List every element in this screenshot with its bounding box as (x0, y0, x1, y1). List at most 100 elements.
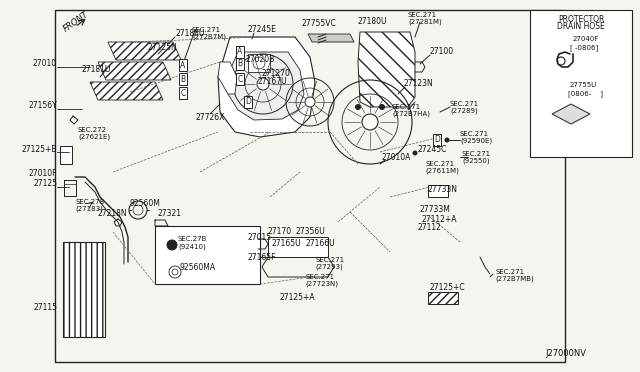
Text: D: D (245, 97, 251, 106)
Text: 27165F: 27165F (248, 253, 276, 262)
Text: (272B7MB): (272B7MB) (495, 276, 534, 282)
Text: 27166U: 27166U (305, 240, 335, 248)
Text: 27125: 27125 (33, 180, 57, 189)
Text: 27245C: 27245C (418, 145, 447, 154)
Circle shape (413, 151, 417, 155)
Text: SEC.271: SEC.271 (305, 274, 334, 280)
Text: (92410): (92410) (178, 244, 205, 250)
Text: (92550): (92550) (462, 158, 490, 164)
Text: C: C (237, 74, 243, 83)
Text: [0806-    ]: [0806- ] (568, 90, 603, 97)
Polygon shape (552, 104, 590, 124)
Circle shape (379, 104, 385, 110)
Bar (55, 10, 565, 362)
Text: 27245E: 27245E (247, 26, 276, 35)
Circle shape (355, 104, 361, 110)
Text: SEC.271: SEC.271 (460, 131, 489, 137)
Text: 27123N: 27123N (403, 80, 433, 89)
Text: 27112: 27112 (418, 224, 442, 232)
Text: SEC.271: SEC.271 (408, 12, 437, 18)
Text: 27167U: 27167U (258, 77, 287, 87)
Circle shape (257, 78, 269, 90)
Polygon shape (428, 292, 458, 304)
Polygon shape (108, 42, 181, 60)
Bar (530, 10, 632, 157)
Text: 27020B: 27020B (245, 55, 275, 64)
Text: 27755VC: 27755VC (302, 19, 337, 29)
Polygon shape (218, 37, 315, 137)
Text: D: D (434, 135, 440, 144)
Text: (272B7M): (272B7M) (192, 34, 226, 40)
Polygon shape (358, 32, 415, 107)
Text: 27125N: 27125N (148, 42, 178, 51)
Text: SEC.271: SEC.271 (392, 104, 421, 110)
Polygon shape (90, 82, 163, 100)
Text: SEC.271: SEC.271 (425, 161, 454, 167)
Text: SEC.271: SEC.271 (462, 151, 491, 157)
Text: 27125+A: 27125+A (280, 292, 316, 301)
Bar (428, 185, 448, 197)
Text: 27010: 27010 (33, 60, 57, 68)
Text: DRAIN HOSE: DRAIN HOSE (557, 22, 605, 31)
Polygon shape (218, 62, 237, 94)
Text: SEC.271: SEC.271 (192, 27, 221, 33)
Circle shape (167, 240, 177, 250)
Polygon shape (228, 52, 304, 120)
Circle shape (305, 97, 315, 107)
Text: (27611M): (27611M) (425, 168, 459, 174)
Text: 27015: 27015 (248, 232, 272, 241)
Circle shape (445, 138, 449, 142)
Text: A: A (237, 48, 243, 57)
Bar (155, 226, 260, 284)
Polygon shape (63, 242, 105, 337)
Text: 27040F: 27040F (573, 36, 599, 42)
Text: 27165U: 27165U (272, 240, 301, 248)
Text: SEC.271: SEC.271 (495, 269, 524, 275)
Text: FRONT: FRONT (62, 10, 91, 34)
Text: 27755U: 27755U (570, 82, 597, 88)
Text: SEC.27B: SEC.27B (178, 236, 207, 242)
Text: (27723N): (27723N) (305, 281, 338, 287)
Text: 27726X: 27726X (195, 112, 225, 122)
Bar (248, 54, 270, 72)
Text: 27010A: 27010A (382, 153, 412, 161)
Text: 27181U: 27181U (82, 65, 111, 74)
Polygon shape (98, 62, 171, 80)
Text: (27621E): (27621E) (78, 134, 110, 140)
Text: 27125+C: 27125+C (430, 282, 466, 292)
Text: (92590E): (92590E) (460, 138, 492, 144)
Text: 27115: 27115 (33, 302, 57, 311)
Bar (60, 146, 72, 164)
Text: SEC.272: SEC.272 (78, 127, 107, 133)
Circle shape (362, 114, 378, 130)
Text: 27156Y: 27156Y (28, 102, 57, 110)
Text: 27733M: 27733M (420, 205, 451, 215)
Text: C: C (180, 89, 186, 97)
Polygon shape (308, 34, 354, 42)
Text: 27100: 27100 (430, 48, 454, 57)
Text: (272B7HA): (272B7HA) (392, 111, 430, 117)
Text: SEC.271: SEC.271 (315, 257, 344, 263)
Text: PROTECTOR: PROTECTOR (558, 15, 604, 24)
Text: 27180U: 27180U (358, 16, 387, 26)
Text: SEC.271: SEC.271 (450, 101, 479, 107)
Text: 27010F: 27010F (29, 170, 57, 179)
Text: J27000NV: J27000NV (545, 350, 586, 359)
Text: (27183): (27183) (75, 206, 103, 212)
Text: B: B (237, 60, 243, 68)
Text: 27733N: 27733N (428, 185, 458, 193)
Text: (27293): (27293) (315, 264, 343, 270)
Text: 27112+A: 27112+A (422, 215, 458, 224)
Bar (268, 237, 328, 257)
Text: B: B (180, 74, 186, 83)
Text: [ -0806]: [ -0806] (570, 44, 598, 51)
Text: (27289): (27289) (450, 108, 477, 114)
Text: 92560MA: 92560MA (180, 263, 216, 272)
Text: 27321: 27321 (158, 209, 182, 218)
Text: SEC.278: SEC.278 (75, 199, 104, 205)
Text: (27281M): (27281M) (408, 19, 442, 25)
Text: 27188U: 27188U (176, 29, 205, 38)
Text: 27170: 27170 (268, 228, 292, 237)
Text: 271270: 271270 (262, 70, 291, 78)
Text: 27125+B: 27125+B (22, 144, 57, 154)
